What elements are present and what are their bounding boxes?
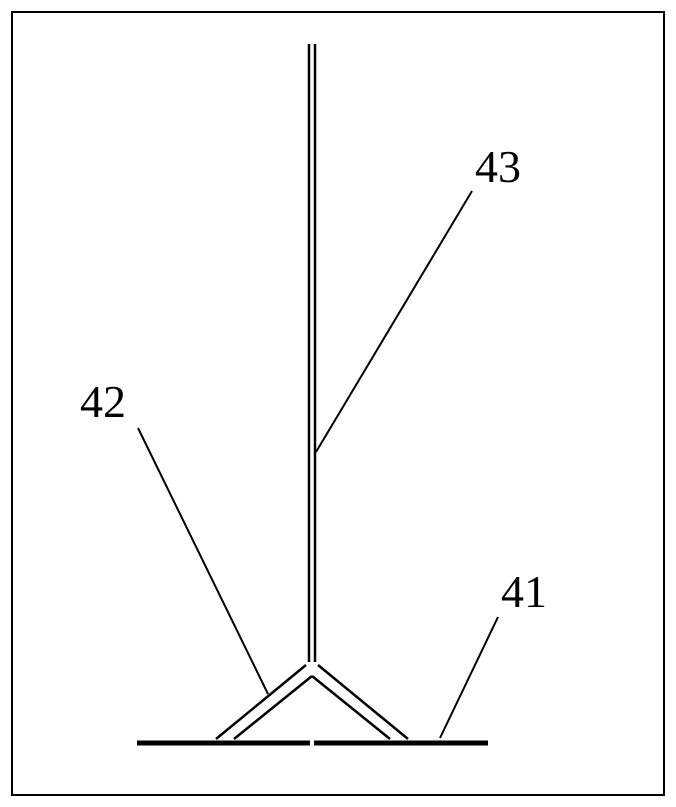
callout-label-42: 42 bbox=[80, 375, 126, 428]
brace-right-inner bbox=[312, 676, 390, 739]
callout-label-43: 43 bbox=[475, 140, 521, 193]
brace-left-outer bbox=[216, 665, 306, 739]
leader-41 bbox=[440, 617, 498, 738]
brace-left-inner bbox=[234, 676, 312, 739]
leader-43 bbox=[316, 191, 472, 452]
leader-42 bbox=[138, 428, 268, 694]
callout-label-41: 41 bbox=[501, 565, 547, 618]
brace-right-outer bbox=[318, 665, 408, 739]
